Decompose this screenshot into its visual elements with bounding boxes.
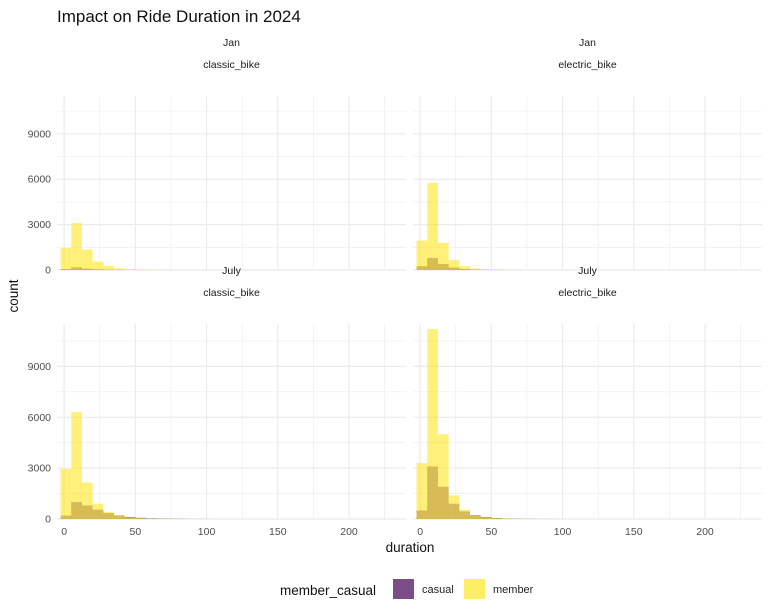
bar-member — [448, 495, 460, 519]
x-tick-label: 200 — [696, 526, 714, 538]
legend: member_casual casual member — [280, 579, 534, 599]
bar-member — [113, 268, 125, 270]
bar-member — [60, 248, 72, 270]
x-tick-label: 100 — [554, 526, 572, 538]
bar-member — [103, 266, 114, 270]
bar-member — [124, 269, 136, 270]
bar-member — [437, 242, 449, 270]
bar-member — [135, 518, 147, 519]
strip-label-month: Jan — [223, 37, 240, 49]
facet-panel-jan-electric_bike: Jan electric_bike — [413, 37, 762, 271]
y-tick-label: 3000 — [28, 219, 52, 231]
legend-label-member: member — [493, 584, 534, 596]
strip-label-month: Jan — [579, 37, 596, 49]
bar-member — [416, 463, 428, 519]
facet-panels: Jan classic_bike Jan electric_bike July class… — [57, 37, 762, 520]
bar-member — [427, 183, 438, 270]
x-axis-ticks: 0 50 100 150 200 0 50 100 150 200 — [61, 526, 714, 538]
bar-member — [491, 518, 503, 519]
x-tick-label: 200 — [340, 526, 358, 538]
strip-label-month: July — [578, 265, 597, 277]
strip-label-month: July — [222, 265, 241, 277]
y-tick-label: 9000 — [28, 128, 52, 140]
bar-member — [459, 509, 470, 519]
y-axis-title: count — [6, 279, 21, 312]
y-tick-label: 9000 — [28, 361, 52, 373]
y-tick-label: 0 — [45, 514, 51, 526]
bar-member — [103, 512, 114, 519]
bar-member — [459, 266, 470, 270]
facet-panel-july-classic_bike: July classic_bike — [57, 265, 406, 520]
bar-member — [416, 240, 428, 270]
legend-key-casual — [393, 579, 414, 599]
bar-member — [92, 261, 104, 270]
bar-member — [92, 503, 104, 519]
bar-member — [448, 260, 460, 270]
x-tick-label: 50 — [486, 526, 498, 538]
x-tick-label: 50 — [130, 526, 142, 538]
strip-label-rideable-type: electric_bike — [558, 287, 617, 299]
bar-member — [124, 517, 136, 519]
x-tick-label: 0 — [61, 526, 67, 538]
bar-member — [469, 515, 481, 519]
bar-member — [81, 249, 93, 270]
y-axis-ticks: 0 3000 6000 9000 0 3000 6000 9000 — [28, 128, 52, 525]
strip-label-rideable-type: classic_bike — [203, 59, 260, 71]
bar-member — [469, 268, 481, 270]
facet-panel-july-electric_bike: July electric_bike — [413, 265, 762, 520]
legend-title: member_casual — [280, 583, 376, 598]
x-tick-label: 150 — [269, 526, 287, 538]
y-tick-label: 0 — [45, 265, 51, 277]
x-tick-label: 100 — [198, 526, 216, 538]
legend-label-casual: casual — [422, 584, 454, 596]
y-tick-label: 3000 — [28, 463, 52, 475]
bar-member — [437, 434, 449, 519]
strip-label-rideable-type: classic_bike — [203, 287, 260, 299]
strip-label-rideable-type: electric_bike — [558, 59, 617, 71]
bar-member — [480, 517, 492, 519]
bar-member — [113, 515, 125, 519]
x-tick-label: 0 — [417, 526, 423, 538]
bar-member — [71, 412, 82, 519]
y-tick-label: 6000 — [28, 174, 52, 186]
bar-member — [71, 223, 82, 270]
x-tick-label: 150 — [625, 526, 643, 538]
chart-title: Impact on Ride Duration in 2024 — [57, 7, 301, 26]
x-axis-title: duration — [386, 540, 435, 555]
bar-member — [480, 269, 492, 270]
bar-member — [60, 468, 72, 519]
bar-member — [81, 482, 93, 519]
bar-member — [427, 329, 438, 519]
legend-key-member — [464, 579, 485, 599]
facet-panel-jan-classic_bike: Jan classic_bike — [57, 37, 406, 271]
y-tick-label: 6000 — [28, 412, 52, 424]
